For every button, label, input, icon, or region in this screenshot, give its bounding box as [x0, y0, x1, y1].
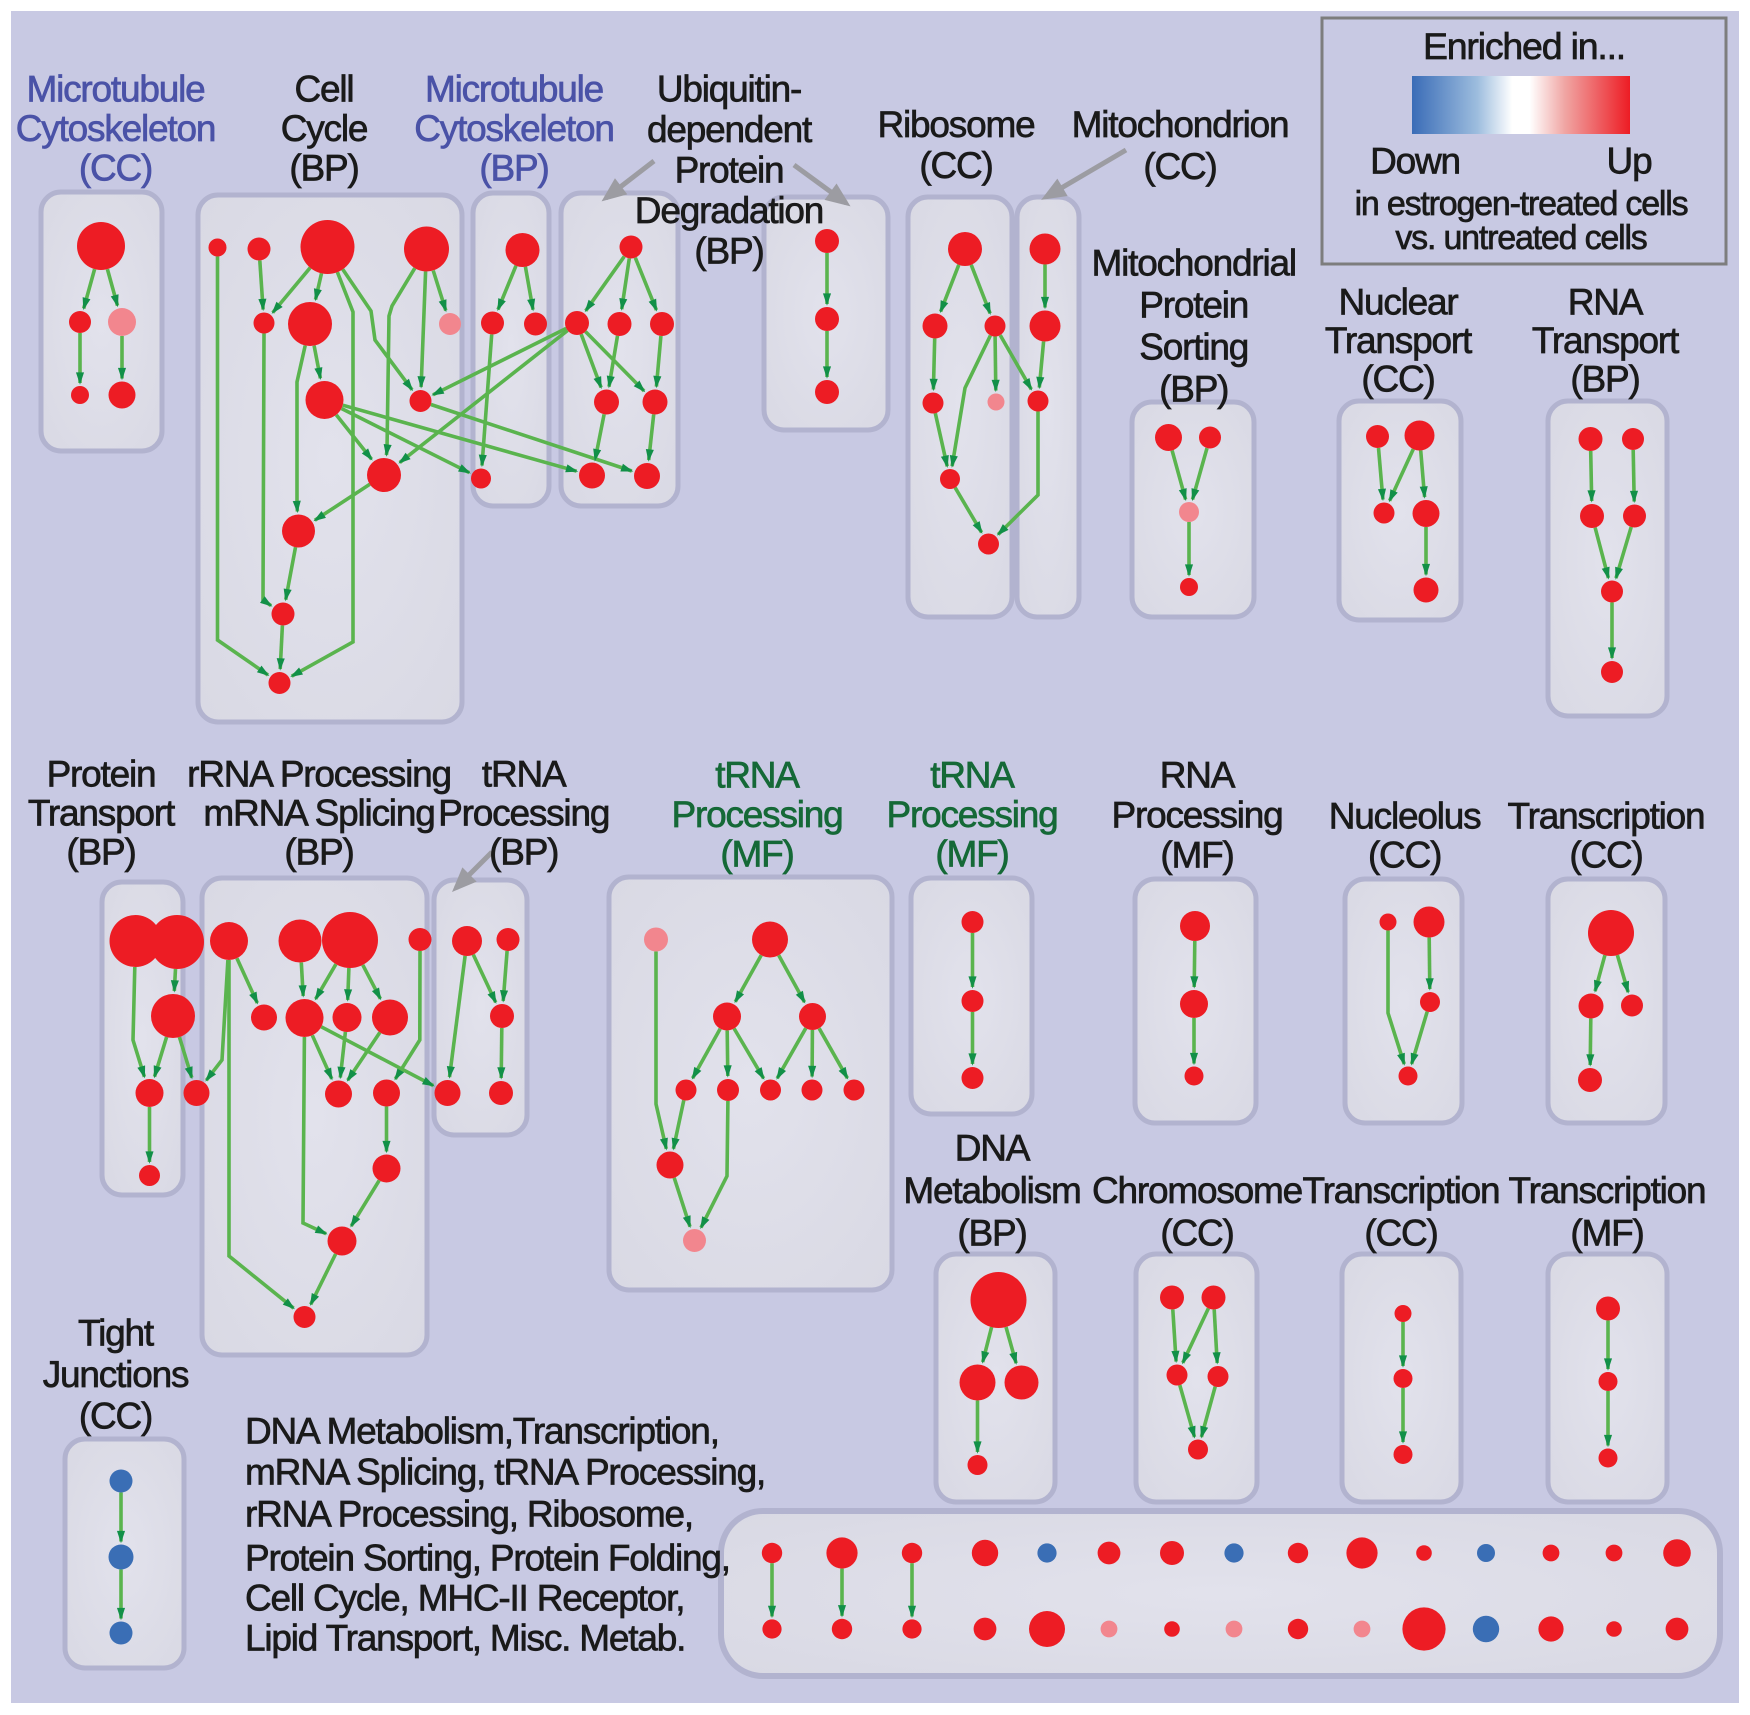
svg-text:rRNA Processing: rRNA Processing: [187, 754, 451, 795]
svg-text:(BP): (BP): [1570, 359, 1639, 400]
svg-text:(CC): (CC): [1361, 359, 1434, 400]
svg-text:Transport: Transport: [28, 793, 176, 834]
svg-text:Transport: Transport: [1532, 320, 1680, 361]
svg-text:DNA: DNA: [955, 1128, 1031, 1169]
svg-text:Protein: Protein: [1139, 285, 1248, 326]
svg-text:Ribosome: Ribosome: [878, 104, 1035, 145]
svg-text:Protein Sorting, Protein Foldi: Protein Sorting, Protein Folding,: [245, 1538, 730, 1579]
svg-text:mRNA Splicing, tRNA Processing: mRNA Splicing, tRNA Processing,: [245, 1452, 765, 1493]
svg-text:(BP): (BP): [66, 832, 135, 873]
svg-text:(CC): (CC): [79, 1396, 152, 1437]
svg-text:Down: Down: [1370, 141, 1460, 182]
svg-text:(CC): (CC): [919, 145, 992, 186]
svg-text:Cytoskeleton: Cytoskeleton: [16, 108, 216, 149]
svg-text:Transcription: Transcription: [1508, 796, 1705, 837]
svg-text:(BP): (BP): [284, 832, 353, 873]
svg-text:RNA: RNA: [1568, 282, 1644, 323]
svg-text:(CC): (CC): [1364, 1213, 1437, 1254]
svg-text:(BP): (BP): [479, 148, 548, 189]
svg-text:(CC): (CC): [79, 148, 152, 189]
svg-text:Degradation: Degradation: [635, 190, 823, 231]
svg-text:dependent: dependent: [647, 109, 813, 150]
svg-text:(CC): (CC): [1143, 146, 1216, 187]
svg-text:(BP): (BP): [489, 832, 558, 873]
svg-text:Nuclear: Nuclear: [1338, 282, 1458, 323]
svg-text:rRNA Processing, Ribosome,: rRNA Processing, Ribosome,: [245, 1494, 693, 1535]
svg-text:Protein: Protein: [675, 150, 784, 191]
svg-text:Enriched in...: Enriched in...: [1423, 25, 1625, 67]
svg-text:Mitochondrial: Mitochondrial: [1091, 243, 1295, 284]
svg-text:(BP): (BP): [694, 231, 763, 272]
svg-text:(MF): (MF): [720, 834, 793, 875]
svg-text:RNA: RNA: [1160, 755, 1236, 796]
svg-text:tRNA: tRNA: [930, 755, 1015, 796]
svg-text:Cell: Cell: [295, 69, 354, 110]
svg-text:tRNA: tRNA: [482, 754, 567, 795]
svg-text:(CC): (CC): [1368, 835, 1441, 876]
svg-text:Up: Up: [1607, 141, 1653, 182]
svg-text:(CC): (CC): [1160, 1213, 1233, 1254]
svg-text:(BP): (BP): [1159, 369, 1228, 410]
svg-text:Tight: Tight: [78, 1313, 155, 1354]
svg-text:Processing: Processing: [886, 794, 1057, 835]
svg-text:(CC): (CC): [1569, 835, 1642, 876]
svg-text:Cell Cycle, MHC-II Receptor,: Cell Cycle, MHC-II Receptor,: [245, 1578, 684, 1619]
svg-text:Processing: Processing: [1111, 795, 1282, 836]
svg-text:Mitochondrion: Mitochondrion: [1072, 104, 1289, 145]
svg-text:(MF): (MF): [1160, 835, 1233, 876]
svg-text:tRNA: tRNA: [715, 755, 800, 796]
svg-text:mRNA Splicing: mRNA Splicing: [203, 793, 434, 834]
svg-text:Nucleolus: Nucleolus: [1329, 796, 1481, 837]
svg-text:(BP): (BP): [957, 1213, 1026, 1254]
svg-text:Transport: Transport: [1325, 320, 1473, 361]
svg-text:Cycle: Cycle: [281, 108, 368, 149]
svg-text:Sorting: Sorting: [1139, 327, 1248, 368]
svg-text:DNA Metabolism,Transcription,: DNA Metabolism,Transcription,: [245, 1411, 719, 1452]
svg-text:Transcription: Transcription: [1303, 1170, 1500, 1211]
svg-text:Cytoskeleton: Cytoskeleton: [414, 108, 614, 149]
svg-text:Processing: Processing: [671, 794, 842, 835]
svg-text:Chromosome: Chromosome: [1092, 1170, 1302, 1211]
svg-text:Transcription: Transcription: [1509, 1170, 1706, 1211]
svg-text:Processing: Processing: [438, 793, 609, 834]
svg-text:Metabolism: Metabolism: [903, 1170, 1080, 1211]
svg-text:(MF): (MF): [1570, 1213, 1643, 1254]
svg-text:Microtubule: Microtubule: [26, 69, 204, 110]
svg-text:Microtubule: Microtubule: [425, 69, 603, 110]
svg-text:(MF): (MF): [935, 834, 1008, 875]
svg-text:Junctions: Junctions: [43, 1354, 189, 1395]
svg-text:(BP): (BP): [289, 148, 358, 189]
svg-text:Ubiquitin-: Ubiquitin-: [657, 69, 801, 110]
svg-text:Protein: Protein: [47, 754, 156, 795]
svg-text:in estrogen-treated cells: in estrogen-treated cells: [1355, 185, 1688, 223]
svg-text:Lipid Transport, Misc. Metab.: Lipid Transport, Misc. Metab.: [245, 1618, 685, 1659]
svg-text:vs. untreated cells: vs. untreated cells: [1395, 219, 1646, 257]
